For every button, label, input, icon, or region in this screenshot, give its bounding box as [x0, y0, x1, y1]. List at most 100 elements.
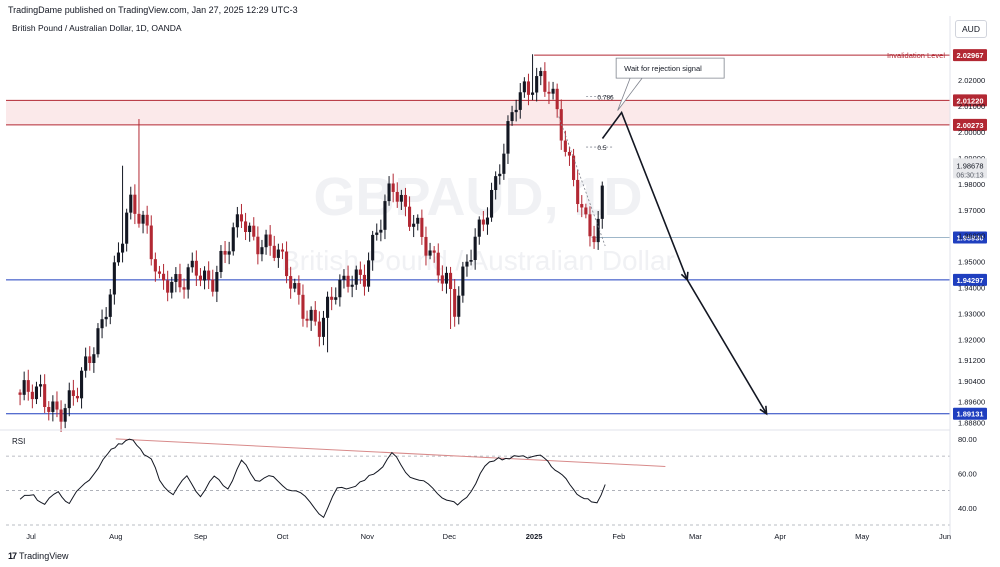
candle-body	[289, 276, 293, 289]
candle-body	[121, 243, 125, 253]
candle-body	[108, 294, 112, 317]
candle-body	[190, 260, 194, 268]
candle-body	[96, 328, 100, 355]
candle-body	[506, 121, 510, 154]
time-tick-label: Mar	[689, 532, 702, 541]
candle-body	[518, 92, 522, 110]
candle-body	[174, 274, 178, 282]
currency-button[interactable]: AUD	[955, 20, 987, 38]
level-price-badge-zone-top	[953, 94, 987, 107]
candle-body	[395, 191, 399, 202]
time-tick-label: Aug	[109, 532, 122, 541]
candle-body	[412, 223, 416, 227]
candle-body	[367, 260, 371, 287]
rsi-divergence-trendline[interactable]	[115, 438, 666, 467]
level-price-badge-invalidation	[953, 49, 987, 62]
candle-body	[526, 81, 531, 95]
price-tick-label: 2.00000	[958, 128, 985, 137]
candle-body	[18, 392, 22, 395]
candle-body	[555, 88, 559, 110]
candle-body	[244, 221, 248, 233]
candle-body	[256, 236, 260, 255]
candle-body	[47, 406, 51, 412]
candle-body	[219, 250, 223, 273]
projection-arrow-path[interactable]	[601, 110, 768, 415]
candle-body	[321, 317, 326, 337]
symbol-title[interactable]: British Pound / Australian Dollar, 1D, O…	[12, 23, 182, 33]
last-price-badge	[953, 158, 987, 179]
candle-body	[198, 275, 203, 281]
price-tick-label: 1.90400	[958, 377, 985, 386]
candle-body	[293, 283, 297, 289]
candle-body	[387, 183, 391, 202]
price-tick-label: 1.93000	[958, 309, 985, 318]
candle-body	[592, 236, 596, 243]
level-price-recent-low: 1.95930	[956, 233, 983, 242]
candle-body	[354, 269, 358, 285]
candle-body	[600, 185, 604, 219]
candle-body	[567, 151, 572, 156]
arrow-head	[759, 405, 768, 416]
candle-body	[424, 236, 428, 256]
candle-body	[170, 281, 174, 293]
time-tick-label: Jul	[26, 532, 36, 541]
level-price-invalidation: 2.02967	[956, 51, 983, 60]
price-tick-label: 2.01000	[958, 102, 985, 111]
candle-body	[580, 204, 584, 208]
candle-body	[157, 271, 162, 274]
candle-body	[399, 194, 403, 202]
footer-brand: 17 TradingView	[8, 551, 69, 561]
candle-body	[371, 234, 375, 261]
level-price-badge-zone-bottom	[953, 118, 987, 131]
candle-body	[22, 380, 26, 395]
candle-body	[223, 250, 227, 255]
candle-body	[39, 384, 43, 387]
candle-body	[235, 214, 239, 228]
time-tick-label: Feb	[612, 532, 625, 541]
candle-body	[326, 296, 330, 318]
candle-body	[551, 88, 555, 94]
candle-body	[301, 294, 305, 319]
candle-body	[248, 225, 252, 233]
candle-body	[453, 288, 457, 317]
candle-body	[30, 391, 34, 400]
time-tick-label: Apr	[774, 532, 786, 541]
candle-body	[469, 260, 473, 262]
price-tick-label: 1.92000	[958, 335, 985, 344]
candle-body	[432, 250, 436, 253]
candle-body	[358, 269, 362, 275]
rejection-callout[interactable]	[615, 57, 725, 111]
level-price-badge-support-2	[953, 407, 987, 420]
candle-body	[588, 214, 592, 237]
candle-body	[280, 249, 285, 252]
price-tick-label: 1.88800	[958, 418, 985, 427]
candle-body	[334, 297, 338, 300]
rsi-tick-label: 80.00	[958, 435, 977, 444]
time-tick-label: Sep	[194, 532, 207, 541]
bar-countdown: 06:30:13	[956, 172, 983, 179]
level-price-support-1: 1.94297	[956, 276, 983, 285]
candle-body	[207, 270, 211, 280]
pullback-trendline[interactable]	[558, 116, 606, 247]
price-tick-label: 1.96000	[958, 232, 985, 241]
level-price-badge-recent-low	[953, 231, 987, 244]
candle-body	[330, 296, 334, 300]
candle-body	[153, 259, 157, 272]
candle-body	[543, 71, 547, 92]
time-tick-label: Jun	[939, 532, 951, 541]
candle-body	[215, 272, 219, 292]
candle-body	[531, 92, 535, 95]
time-tick-label: May	[855, 532, 869, 541]
candle-body	[211, 279, 215, 292]
candle-body	[481, 219, 485, 225]
candle-body	[440, 275, 444, 284]
candle-body	[34, 386, 39, 400]
candle-body	[194, 260, 198, 276]
price-tick-label: 1.98000	[958, 180, 985, 189]
candle-body	[26, 380, 30, 392]
candle-body	[227, 251, 231, 255]
candle-body	[572, 155, 576, 180]
candle-body	[100, 319, 104, 329]
candle-body	[51, 401, 55, 412]
